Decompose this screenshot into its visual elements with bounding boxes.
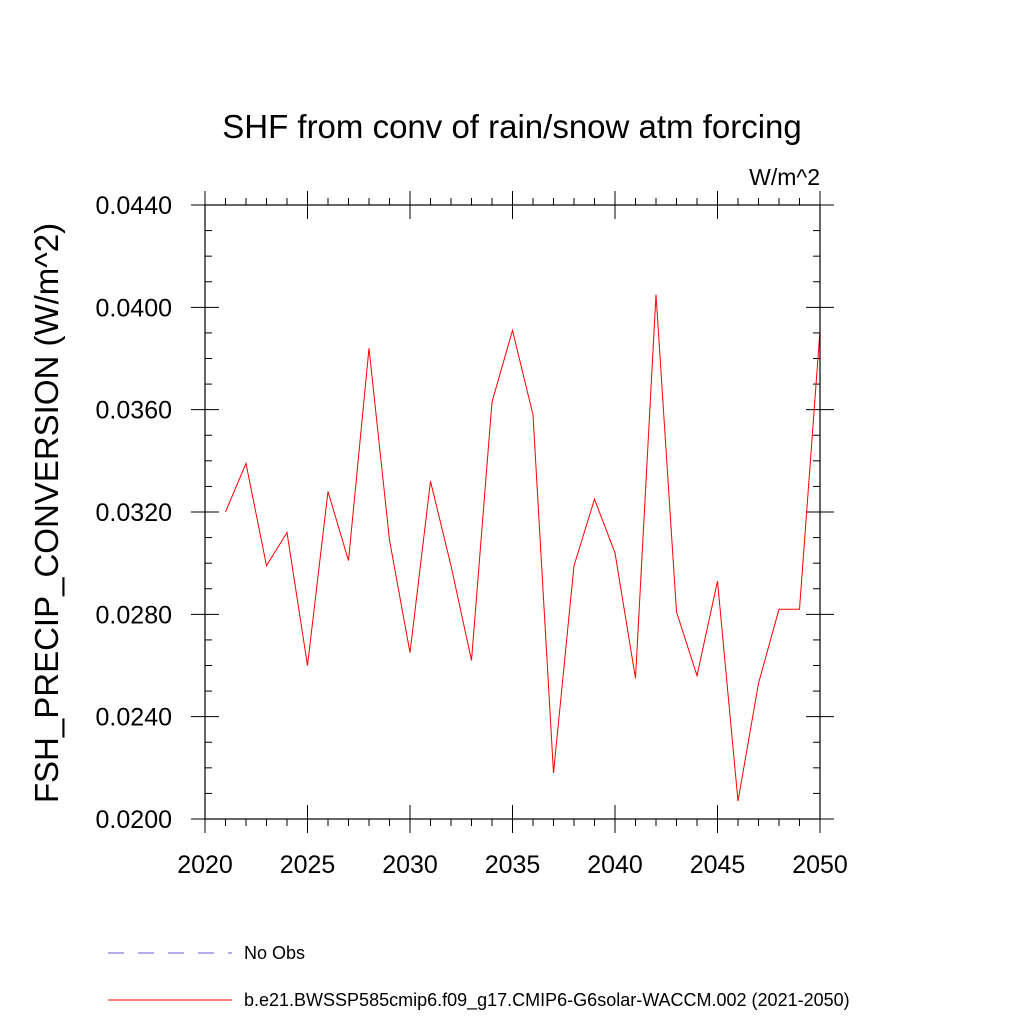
legend-label-model-run: b.e21.BWSSP585cmip6.f09_g17.CMIP6-G6sola… — [244, 990, 850, 1011]
y-axis-label: FSH_PRECIP_CONVERSION (W/m^2) — [28, 223, 65, 803]
plot-frame — [204, 204, 821, 820]
x-tick-label: 2050 — [792, 851, 848, 879]
x-tick-label: 2025 — [280, 851, 336, 879]
legend: No Obs b.e21.BWSSP585cmip6.f09_g17.CMIP6… — [108, 943, 850, 1011]
y-tick-label: 0.0440 — [96, 192, 172, 220]
y-tick-label: 0.0280 — [96, 601, 172, 629]
chart-title: SHF from conv of rain/snow atm forcing — [222, 108, 802, 145]
y-tick-label: 0.0360 — [96, 397, 172, 425]
x-tick-label: 2030 — [382, 851, 438, 879]
y-tick-label: 0.0400 — [96, 294, 172, 322]
axis-ticks — [191, 191, 834, 833]
x-tick-label: 2045 — [690, 851, 746, 879]
series-layer — [225, 294, 821, 802]
axis-tick-labels: 2020 2025 2030 2035 2040 2045 2050 0.0200 0.0240… — [96, 192, 848, 879]
y-tick-label: 0.0200 — [96, 806, 172, 834]
legend-label-no-obs: No Obs — [244, 943, 305, 963]
x-tick-label: 2040 — [587, 851, 643, 879]
y-tick-label: 0.0240 — [96, 704, 172, 732]
x-tick-label: 2020 — [177, 851, 233, 879]
series-line-0 — [225, 294, 821, 802]
x-tick-label: 2035 — [485, 851, 541, 879]
units-label: W/m^2 — [749, 164, 820, 190]
y-tick-label: 0.0320 — [96, 499, 172, 527]
